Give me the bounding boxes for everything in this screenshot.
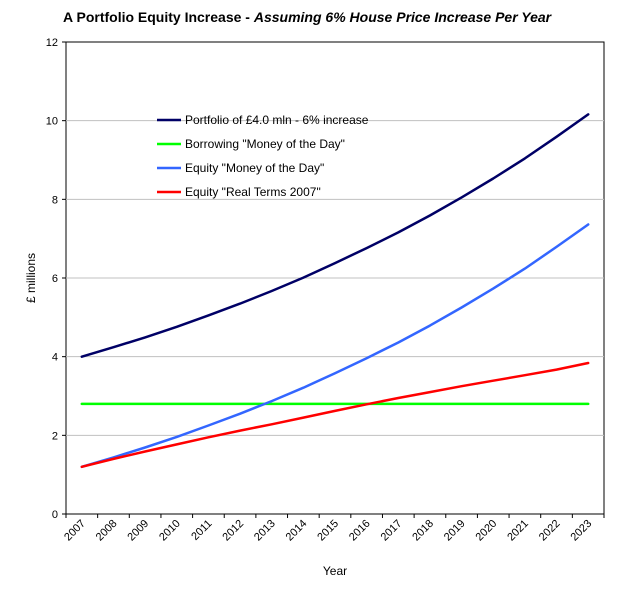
x-axis: 2007 2008 2009 2010 2011 2012 2013 2014 2015 2016… — [62, 514, 605, 544]
series-lines — [80, 113, 590, 469]
legend-label-2: Borrowing "Money of the Day" — [185, 137, 345, 151]
x-tick-label: 2012 — [220, 518, 246, 544]
y-axis-label: £ millions — [24, 253, 38, 303]
y-tick-label: 6 — [52, 273, 58, 285]
series-line-3 — [80, 223, 590, 469]
x-tick-label: 2015 — [315, 518, 341, 544]
series-line-1 — [80, 113, 590, 358]
chart-title-sub: Assuming 6% House Price Increase Per Yea… — [253, 9, 553, 25]
y-tick-label: 8 — [52, 194, 58, 206]
legend-label-3: Equity "Money of the Day" — [185, 161, 324, 175]
x-axis-label: Year — [323, 564, 347, 578]
chart-title: A Portfolio Equity Increase - Assuming 6… — [63, 9, 553, 25]
y-tick-label: 12 — [46, 37, 58, 49]
x-tick-label: 2017 — [379, 518, 405, 544]
legend: Portfolio of £4.0 mln - 6% increase Borro… — [157, 113, 369, 199]
y-tick-label: 4 — [52, 352, 58, 364]
x-tick-label: 2011 — [189, 518, 214, 543]
chart-title-main: A Portfolio Equity Increase - — [63, 9, 254, 25]
legend-label-4: Equity "Real Terms 2007" — [185, 185, 321, 199]
gridlines — [66, 120, 604, 436]
legend-label-1: Portfolio of £4.0 mln - 6% increase — [185, 113, 369, 127]
series-line-4 — [80, 361, 590, 469]
x-tick-label: 2019 — [442, 518, 468, 544]
x-tick-label: 2007 — [62, 518, 88, 544]
x-tick-label: 2022 — [537, 518, 563, 544]
x-tick-label: 2020 — [474, 518, 500, 544]
x-tick-label: 2008 — [94, 518, 120, 544]
x-tick-label: 2023 — [568, 518, 594, 544]
x-tick-label: 2016 — [347, 518, 373, 544]
x-tick-label: 2021 — [505, 518, 531, 544]
y-axis: 0 2 4 6 8 10 12 — [46, 37, 66, 521]
y-tick-label: 0 — [52, 509, 58, 521]
x-tick-label: 2010 — [157, 518, 183, 544]
x-tick-label: 2009 — [125, 518, 151, 544]
x-tick-label: 2018 — [410, 518, 436, 544]
y-tick-label: 10 — [46, 116, 58, 128]
x-tick-label: 2014 — [284, 518, 310, 544]
x-tick-label: 2013 — [252, 518, 278, 544]
y-tick-label: 2 — [52, 430, 58, 442]
